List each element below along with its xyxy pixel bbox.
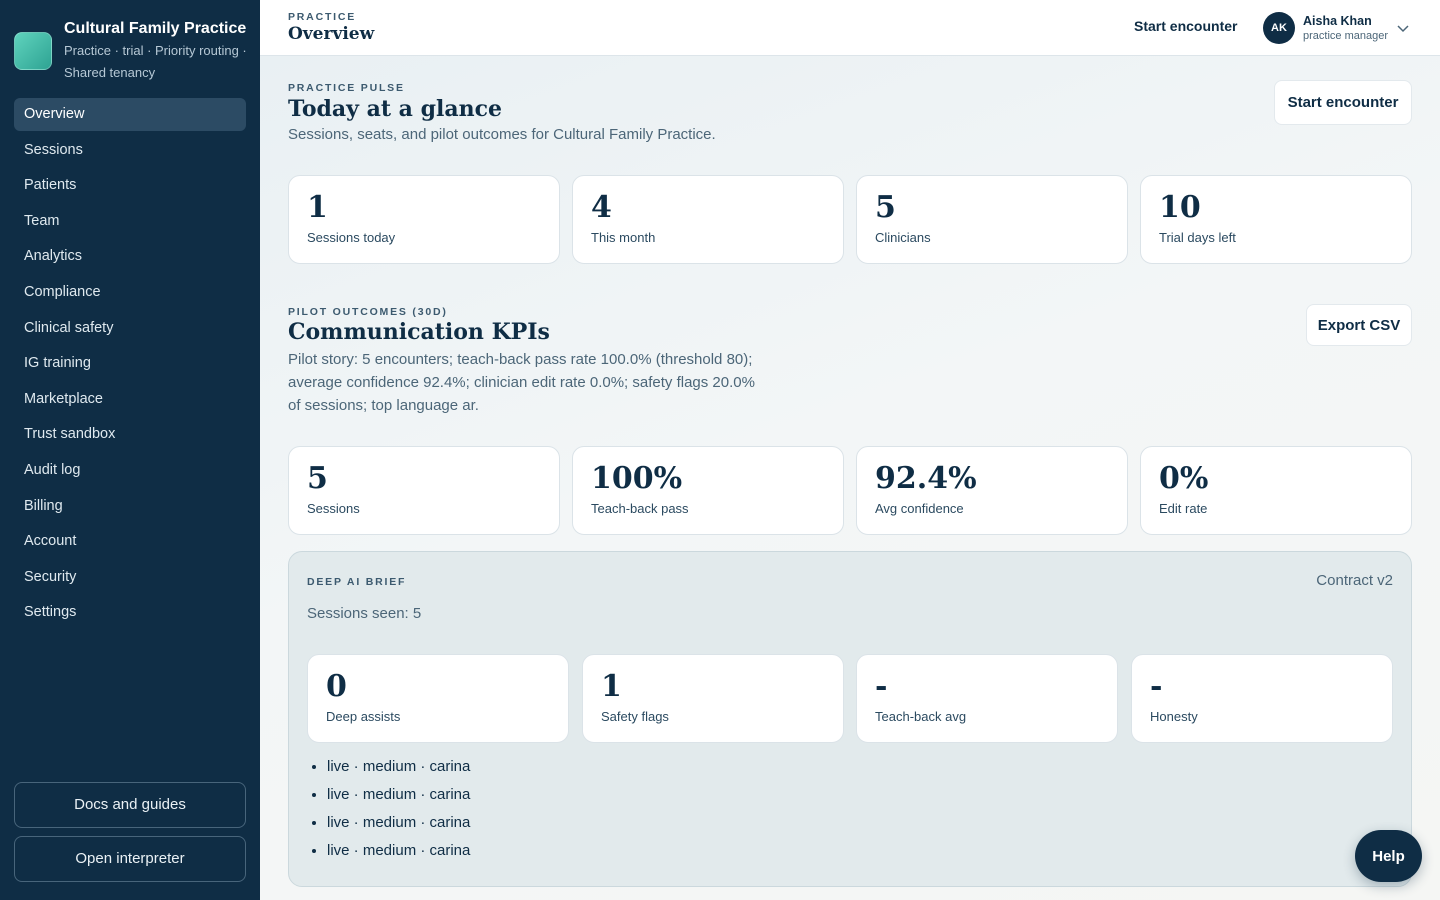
stat-value: - <box>875 669 888 704</box>
nav-item-patients[interactable]: Patients <box>24 177 77 194</box>
nav-item-audit-log[interactable]: Audit log <box>24 461 81 478</box>
pulse-title: Today at a glance <box>288 96 502 122</box>
stat-card-sessions: 5 Sessions <box>288 446 560 535</box>
pulse-eyebrow: PRACTICE PULSE <box>288 82 405 94</box>
stat-label: Avg confidence <box>875 501 964 516</box>
avatar: AK <box>1263 12 1295 44</box>
sidebar-nav: Overview Sessions Patients Team Analytic… <box>14 98 246 632</box>
stat-label: Trial days left <box>1159 230 1236 245</box>
nav-item-overview[interactable]: Overview <box>14 98 246 131</box>
topbar: PRACTICE Overview Start encounter AK Ais… <box>260 0 1440 56</box>
user-name: Aisha Khan <box>1303 13 1372 28</box>
brand-name: Cultural Family Practice <box>64 20 247 37</box>
stat-card-edit-rate: 0% Edit rate <box>1140 446 1412 535</box>
topbar-start-encounter-link[interactable]: Start encounter <box>1134 18 1238 34</box>
help-button[interactable]: Help <box>1355 830 1422 882</box>
sidebar: Cultural Family Practice Practice · tria… <box>0 0 260 900</box>
stat-card-avg-confidence: 92.4% Avg confidence <box>856 446 1128 535</box>
nav-item-trust-sandbox[interactable]: Trust sandbox <box>24 426 116 443</box>
nav-item-account[interactable]: Account <box>24 533 77 550</box>
user-role: practice manager <box>1303 29 1388 42</box>
chevron-down-icon <box>1397 25 1409 33</box>
open-interpreter-button[interactable]: Open interpreter <box>14 836 246 882</box>
kpi-eyebrow: PILOT OUTCOMES (30D) <box>288 306 448 318</box>
stat-value: 100% <box>591 461 683 496</box>
nav-item-ig-training[interactable]: IG training <box>24 355 91 372</box>
nav-item-sessions[interactable]: Sessions <box>24 141 83 158</box>
brand-logo <box>14 32 52 70</box>
stat-card-sessions-today: 1 Sessions today <box>288 175 560 264</box>
nav-item-analytics[interactable]: Analytics <box>24 248 83 265</box>
deep-ai-brief: DEEP AI BRIEF Contract v2 Sessions seen:… <box>288 551 1412 887</box>
brief-list: live · medium · carina live · medium · c… <box>327 753 470 865</box>
stat-value: 4 <box>591 190 612 225</box>
pulse-description: Sessions, seats, and pilot outcomes for … <box>288 126 716 143</box>
brief-eyebrow: DEEP AI BRIEF <box>307 576 407 588</box>
brand-subtitle: Practice · trial · Priority routing · Sh… <box>64 43 247 80</box>
brand: Cultural Family Practice Practice · tria… <box>14 18 254 84</box>
stat-card-clinicians: 5 Clinicians <box>856 175 1128 264</box>
brief-card-deep-assists: 0 Deep assists <box>307 654 569 743</box>
nav-item-settings[interactable]: Settings <box>24 604 77 621</box>
page-title: Overview <box>288 24 375 44</box>
brief-card-safety-flags: 1 Safety flags <box>582 654 844 743</box>
stat-value: 10 <box>1159 190 1201 225</box>
list-item: live · medium · carina <box>327 753 470 781</box>
stat-label: Honesty <box>1150 709 1198 724</box>
list-item: live · medium · carina <box>327 809 470 837</box>
brief-sessions-seen: Sessions seen: 5 <box>307 605 422 622</box>
stat-value: 1 <box>307 190 328 225</box>
nav-item-billing[interactable]: Billing <box>24 497 63 514</box>
stat-value: 5 <box>307 461 328 496</box>
stat-label: Safety flags <box>601 709 669 724</box>
main-content: PRACTICE PULSE Today at a glance Session… <box>260 56 1440 900</box>
nav-item-team[interactable]: Team <box>24 212 60 229</box>
nav-item-compliance[interactable]: Compliance <box>24 283 101 300</box>
export-csv-button[interactable]: Export CSV <box>1306 304 1412 346</box>
kpi-title: Communication KPIs <box>288 319 550 345</box>
stat-label: Clinicians <box>875 230 931 245</box>
user-menu[interactable]: AK Aisha Khan practice manager <box>1263 12 1410 44</box>
start-encounter-button[interactable]: Start encounter <box>1274 80 1412 125</box>
topbar-eyebrow: PRACTICE <box>288 11 357 23</box>
stat-value: - <box>1150 669 1163 704</box>
stat-label: Sessions <box>307 501 360 516</box>
brief-card-teach-back-avg: - Teach-back avg <box>856 654 1118 743</box>
stat-value: 5 <box>875 190 896 225</box>
stat-value: 0 <box>326 669 347 704</box>
stat-card-teach-back-pass: 100% Teach-back pass <box>572 446 844 535</box>
brief-version: Contract v2 <box>1316 572 1393 589</box>
nav-item-security[interactable]: Security <box>24 568 77 585</box>
stat-label: Teach-back pass <box>591 501 689 516</box>
nav-item-clinical-safety[interactable]: Clinical safety <box>24 319 114 336</box>
kpi-description: Pilot story: 5 encounters; teach-back pa… <box>288 351 755 414</box>
stat-label: Deep assists <box>326 709 401 724</box>
stat-label: Edit rate <box>1159 501 1208 516</box>
brief-card-honesty: - Honesty <box>1131 654 1393 743</box>
nav-item-marketplace[interactable]: Marketplace <box>24 390 103 407</box>
stat-card-this-month: 4 This month <box>572 175 844 264</box>
stat-value: 92.4% <box>875 461 977 496</box>
list-item: live · medium · carina <box>327 837 470 865</box>
list-item: live · medium · carina <box>327 781 470 809</box>
stat-label: Teach-back avg <box>875 709 967 724</box>
stat-value: 0% <box>1159 461 1209 496</box>
stat-value: 1 <box>601 669 622 704</box>
stat-label: This month <box>591 230 656 245</box>
stat-label: Sessions today <box>307 230 396 245</box>
stat-card-trial-days-left: 10 Trial days left <box>1140 175 1412 264</box>
docs-guides-button[interactable]: Docs and guides <box>14 782 246 828</box>
